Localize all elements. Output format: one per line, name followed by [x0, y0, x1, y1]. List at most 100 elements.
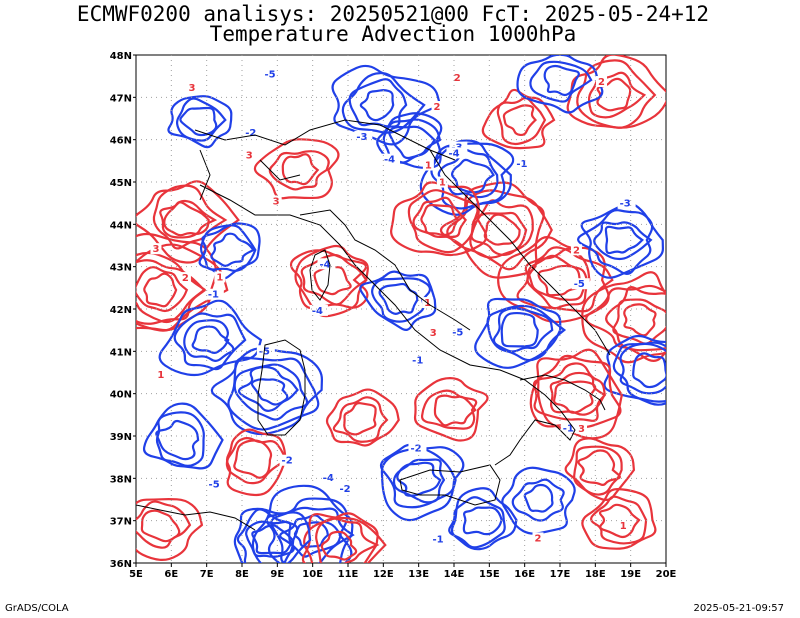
warm-advection-contour [136, 266, 189, 313]
contour-label-bg [243, 126, 262, 138]
contour-label-bg [354, 130, 373, 142]
warm-advection-contour [420, 203, 460, 237]
corsica-coastline [309, 249, 331, 301]
warm-advection-contour [549, 371, 606, 416]
lon-tick-label: 16E [514, 569, 535, 580]
warm-advection-contour [294, 244, 369, 318]
warm-advection-contour [143, 272, 178, 308]
contour-value-label: -2 [282, 456, 293, 467]
warm-advection-contour [136, 251, 208, 325]
warm-advection-contour [313, 266, 352, 296]
contour-value-label: -4 [448, 148, 459, 159]
cold-advection-contour [396, 461, 442, 497]
lon-tick-label: 7E [200, 569, 214, 580]
contour-value-label: -3 [620, 198, 631, 209]
contour-value-label: -5 [574, 279, 585, 290]
warm-advection-contour [566, 55, 666, 129]
italy-coastline [199, 184, 606, 466]
contour-value-label: 3 [152, 244, 159, 255]
contour-value-label: -5 [452, 328, 463, 339]
contour-value-label: -2 [410, 443, 421, 454]
warm-advection-contour [553, 380, 597, 414]
cold-advection-contour [233, 363, 309, 421]
warm-advection-contour [605, 286, 666, 352]
contour-label-bg [595, 76, 607, 88]
warm-advection-contour [532, 362, 606, 422]
contour-value-label: -2 [340, 484, 351, 495]
contour-label-bg [617, 197, 636, 209]
contour-value-label: -1 [563, 423, 574, 434]
cold-advection-contour [603, 334, 666, 403]
cold-advection-contour [543, 64, 580, 97]
warm-advection-contour [623, 303, 657, 337]
warm-advection-contour [136, 498, 204, 562]
contour-label-bg [532, 532, 544, 544]
contour-value-label: 3 [273, 196, 280, 207]
lon-tick-label: 20E [656, 569, 677, 580]
cold-advection-contour [378, 282, 419, 315]
balkan-coastline [429, 149, 611, 356]
map-title-line1: ECMWF0200 analisys: 20250521@00 FcT: 202… [76, 2, 710, 26]
lon-tick-label: 6E [164, 569, 178, 580]
contour-label-bg [309, 304, 328, 316]
warm-advection-contour [585, 284, 666, 362]
cold-advection-contour [612, 341, 666, 406]
lon-tick-label: 19E [620, 569, 641, 580]
warm-advection-contour [413, 376, 489, 442]
cold-advection-contour [593, 221, 653, 261]
cold-advection-contour [371, 277, 431, 323]
lon-tick-label: 13E [408, 569, 429, 580]
contour-value-label: 1 [620, 521, 627, 532]
cold-advection-contour [191, 325, 230, 354]
cold-advection-contour [158, 299, 263, 377]
contour-value-label: -1 [516, 159, 527, 170]
warm-advection-contour [529, 354, 622, 429]
map-title-line2: Temperature Advection 1000hPa [209, 22, 577, 46]
contour-value-label: 1 [439, 178, 446, 189]
sicily-coastline [399, 464, 501, 506]
contour-value-label: -1 [432, 535, 443, 546]
cold-advection-contour [523, 483, 554, 513]
contour-value-label: 2 [534, 533, 541, 544]
cold-advection-contour [265, 497, 353, 563]
cold-advection-contour [500, 311, 539, 348]
lon-tick-label: 17E [550, 569, 571, 580]
contour-value-label: -2 [245, 128, 256, 139]
warm-advection-contour [315, 517, 380, 563]
cold-advection-contour [198, 222, 261, 280]
warm-advection-contour [577, 449, 621, 487]
contour-label-bg [451, 72, 463, 84]
warm-advection-contour [527, 254, 589, 301]
lat-tick-label: 36N [110, 559, 132, 570]
contour-label-bg [150, 243, 162, 255]
contour-label-bg [560, 422, 579, 434]
warm-advection-contour [412, 196, 467, 239]
warm-advection-contour [332, 396, 389, 443]
contour-label-bg [206, 478, 225, 490]
warm-advection-contour [268, 150, 330, 191]
warm-advection-contour [433, 394, 477, 427]
cold-advection-contour [251, 524, 294, 555]
contour-value-label: -1 [208, 290, 219, 301]
warm-advection-contour [136, 500, 192, 549]
warm-advection-contour [136, 243, 229, 332]
contour-value-label: 1 [216, 272, 223, 283]
warm-advection-contour [320, 530, 358, 561]
contour-label-bg [617, 519, 629, 531]
lon-tick-label: 5E [129, 569, 143, 580]
cold-advection-contour [233, 507, 312, 563]
warm-advection-contour [289, 249, 369, 310]
contour-value-label: 2 [573, 245, 580, 256]
cold-advection-contour [529, 60, 593, 103]
contour-value-label: 2 [182, 273, 189, 284]
cold-advection-contour [492, 307, 554, 353]
warm-advection-contour [573, 445, 623, 496]
cold-advection-contour [604, 225, 645, 255]
contour-label-bg [337, 483, 356, 495]
contour-label-bg [256, 345, 275, 357]
lat-tick-label: 46N [110, 136, 132, 147]
contour-value-label: -5 [209, 479, 220, 490]
cold-advection-contour [379, 443, 457, 509]
contour-label-bg [430, 533, 449, 545]
lon-tick-label: 12E [373, 569, 394, 580]
